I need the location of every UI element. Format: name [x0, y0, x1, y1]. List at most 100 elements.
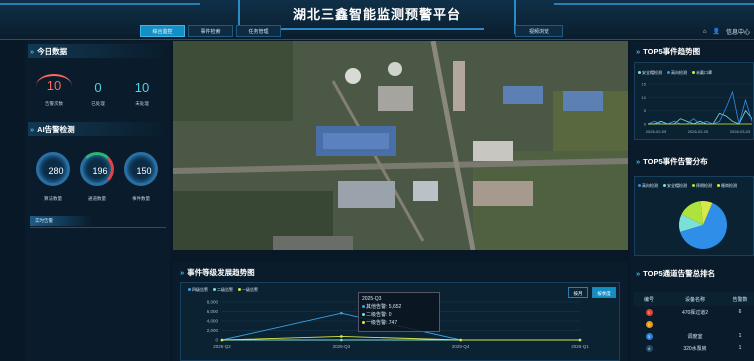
legend-item[interactable]: 一级告警 [238, 287, 258, 293]
device-name-cell: 320水泵房 [683, 345, 707, 352]
page-title: 湖北三鑫智能监测预警平台 [270, 0, 484, 30]
top5-rank-title-text: TOP5通道告警总排名 [643, 269, 716, 278]
legend-item[interactable]: 四级告警 [188, 287, 208, 293]
legend-dot [692, 71, 695, 74]
legend-item[interactable]: 高向检测 [638, 183, 658, 189]
legend-item[interactable]: 睡岗检测 [717, 183, 737, 189]
tooltip-line: 二级告警: 0 [362, 311, 436, 319]
table-row[interactable]: 1 470挥过道2 6 [634, 306, 754, 318]
legend-label: 高向检测 [642, 183, 658, 188]
rank-badge: 2 [645, 320, 653, 328]
double-arrow-icon: » [636, 269, 641, 278]
table-row[interactable]: 4 320水泵房 1 [634, 342, 754, 354]
legend-item[interactable]: 高向检测 [667, 70, 687, 76]
legend-item[interactable]: 二级告警 [213, 287, 233, 293]
tooltip-text: 一级告警: 747 [366, 320, 398, 326]
ai-section-bar [28, 122, 166, 136]
pie-slice [681, 201, 703, 225]
legend-label: 安全帽检测 [642, 70, 662, 75]
double-arrow-icon: » [30, 125, 35, 134]
tab-event-search[interactable]: 事件检索 [188, 25, 233, 37]
tooltip-text: 二级告警: 0 [366, 312, 392, 318]
y-tick-label: 0 [644, 122, 647, 127]
header-actions: ⌂ 👤 信息中心 [702, 27, 750, 37]
y-tick-label: 15 [642, 82, 647, 87]
by-month-button[interactable]: 按月 [568, 287, 588, 298]
user-icon[interactable]: 👤 [712, 29, 720, 35]
event-count-label: 事件数量 [132, 196, 150, 201]
top5-trend-title: » TOP5事件趋势图 [636, 46, 700, 57]
x-tick-label: 2025-Q2 [213, 344, 231, 349]
legend-item[interactable]: 安全帽检测 [638, 70, 662, 76]
channel-count-value: 196 [92, 166, 108, 176]
col-header-count: 告警数 [726, 292, 754, 306]
legend-label: 四级告警 [192, 287, 208, 292]
data-point [459, 338, 462, 342]
chart-tooltip: 2025-Q3 其他告警: 5,652 二级告警: 0 一级告警: 747 [358, 292, 440, 332]
user-label[interactable]: 信息中心 [725, 30, 750, 36]
algorithm-count-label: 算法数量 [44, 196, 62, 201]
header-deco-right [554, 3, 754, 5]
legend-label: 睡岗检测 [721, 183, 737, 188]
x-tick-label: 2025-Q3 [333, 344, 351, 349]
unhandled-value: 10 [134, 80, 150, 95]
legend-item[interactable]: 安全帽检测 [663, 183, 687, 189]
pie-slice [700, 201, 713, 225]
legend-item[interactable]: 摔倒检测 [692, 183, 712, 189]
pie-slice [680, 202, 727, 249]
double-arrow-icon: » [30, 47, 35, 56]
divider [30, 227, 166, 228]
rank-badge: 1 [645, 308, 653, 316]
tooltip-title: 2025-Q3 [362, 296, 382, 302]
tooltip-text: 其他告警: 5,652 [366, 304, 402, 310]
table-row[interactable]: 3 调度室 1 [634, 330, 754, 342]
data-point [220, 338, 224, 342]
home-icon[interactable]: ⌂ [702, 28, 707, 35]
data-point [340, 311, 343, 315]
y-tick-label: 6,000 [207, 309, 219, 314]
col-header-rank: 编号 [634, 292, 664, 306]
legend-label: 高向检测 [671, 70, 687, 75]
legend-dot [188, 288, 191, 291]
table-row[interactable]: 2 [634, 318, 754, 330]
map-graphics [173, 41, 628, 250]
satellite-map[interactable] [173, 41, 628, 250]
realtime-alarm-tab[interactable]: 实时告警 [30, 216, 92, 226]
count-cell: 1 [738, 345, 742, 351]
x-tick-label: 2026-02-20 [688, 129, 709, 134]
title-frame [238, 0, 516, 34]
pie-slice [679, 214, 703, 232]
ai-section-title: » AI告警检测 [30, 124, 75, 135]
tab-task-management[interactable]: 任务管理 [236, 25, 281, 37]
channel-ring: 196 [80, 152, 114, 186]
by-quarter-button[interactable]: 按季度 [592, 287, 616, 298]
rank-cell: 1 [634, 306, 664, 318]
data-point [340, 335, 343, 338]
alarm-arc [36, 74, 72, 98]
series-line [221, 336, 580, 341]
tooltip-dot [362, 313, 365, 316]
device-name-cell [664, 318, 726, 330]
series-line [647, 90, 753, 125]
rank-table: 编号 设备名称 告警数 1 470挥过道2 6 2 3 调度室 1 4 320水泵房 1 [634, 292, 754, 354]
rank-badge: 4 [645, 344, 653, 352]
tab-overview[interactable]: 综合监控 [140, 25, 185, 37]
channel-count-label: 通道数量 [88, 196, 106, 201]
legend-label: 安全帽检测 [667, 183, 687, 188]
top5-dist-legend: 高向检测 安全帽检测 摔倒检测 睡岗检测 [638, 183, 752, 189]
x-tick-label: 2026-03-03 [730, 129, 751, 134]
tab-video-browse[interactable]: 视频浏览 [515, 25, 563, 37]
legend-item[interactable]: 未戴口罩 [692, 70, 712, 76]
legend-dot [638, 184, 641, 187]
algorithm-ring: 280 [36, 152, 70, 186]
rank-cell: 4 [634, 342, 664, 354]
x-tick-label: 2026-02-09 [646, 129, 667, 134]
legend-dot [663, 184, 666, 187]
count-cell: 1 [738, 333, 742, 339]
y-tick-label: 0 [215, 338, 218, 343]
y-tick-label: 8,000 [207, 300, 219, 305]
top5-dist-title: » TOP5事件告警分布 [636, 156, 708, 167]
x-tick-label: 2026-Q1 [571, 344, 589, 349]
today-title-text: 今日数据 [37, 47, 68, 56]
unhandled-label: 未处理 [135, 101, 149, 106]
